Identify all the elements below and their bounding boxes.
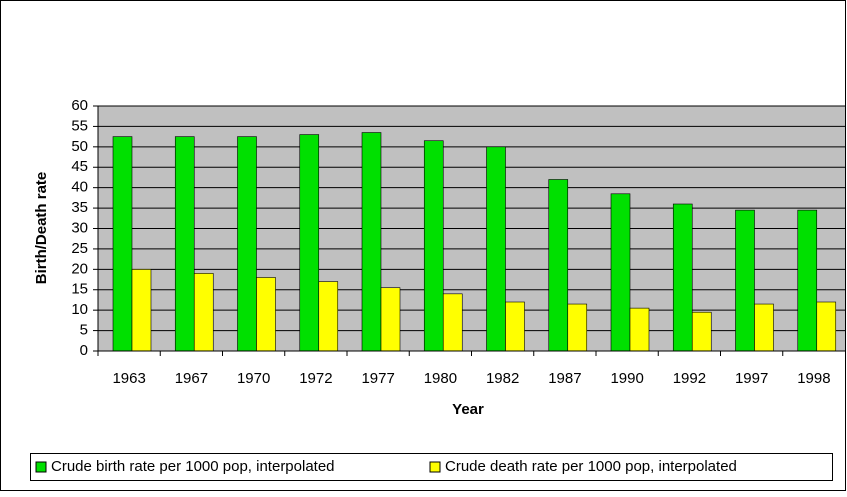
bar [237, 136, 257, 352]
bar [174, 136, 195, 352]
x-tick-label: 1990 [610, 370, 643, 387]
x-tick-label: 1972 [299, 370, 332, 387]
y-tick-label: 10 [71, 301, 88, 318]
bar [193, 273, 214, 352]
y-tick-label: 50 [71, 138, 88, 155]
y-tick-label: 55 [71, 117, 88, 134]
bar [672, 203, 693, 352]
x-axis-label: Year [452, 401, 484, 418]
x-tick-label: 1982 [486, 370, 519, 387]
legend-label: Crude death rate per 1000 pop, interpola… [445, 458, 737, 475]
x-tick-label: 1997 [735, 370, 768, 387]
bar [361, 132, 382, 352]
y-tick-label: 0 [80, 342, 88, 359]
bar [610, 193, 631, 352]
bar [691, 311, 712, 352]
bar [442, 293, 463, 352]
y-tick-label: 35 [71, 199, 88, 216]
x-tick-label: 1987 [548, 370, 581, 387]
bar [131, 269, 152, 352]
bar [380, 287, 401, 352]
bar [816, 301, 837, 352]
bar [423, 140, 444, 352]
x-tick-label: 1980 [424, 370, 457, 387]
y-tick-label: 25 [71, 240, 88, 257]
bar [112, 136, 133, 352]
y-tick-label: 45 [71, 158, 88, 175]
y-tick-label: 30 [71, 219, 88, 236]
legend-swatch [429, 461, 441, 473]
y-axis-label: Birth/Death rate [33, 172, 50, 285]
bar [754, 303, 774, 352]
bar [299, 134, 320, 352]
y-tick-label: 20 [71, 260, 88, 277]
x-tick-label: 1998 [797, 370, 830, 387]
bar [735, 209, 755, 352]
x-tick-label: 1967 [175, 370, 208, 387]
legend-label: Crude birth rate per 1000 pop, interpola… [51, 458, 335, 475]
x-tick-label: 1992 [673, 370, 706, 387]
x-tick-label: 1963 [112, 370, 145, 387]
y-tick-label: 40 [71, 179, 88, 196]
x-tick-label: 1970 [237, 370, 270, 387]
legend-swatch [35, 461, 47, 473]
bar [318, 281, 339, 352]
bar [567, 303, 588, 352]
y-tick-label: 15 [71, 281, 88, 298]
y-tick-label: 5 [80, 322, 88, 339]
bar [505, 301, 525, 352]
bar [486, 146, 506, 352]
x-tick-label: 1977 [361, 370, 394, 387]
y-tick-label: 60 [71, 97, 88, 114]
bar [629, 307, 650, 352]
bar [797, 209, 818, 352]
bar [256, 277, 276, 352]
bar [548, 179, 569, 352]
